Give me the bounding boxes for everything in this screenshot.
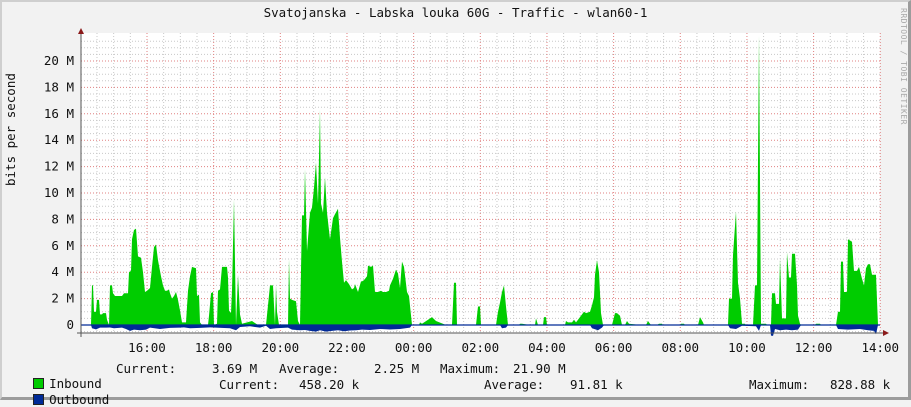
x-tick-label: 08:00 [661,340,699,355]
inbound-average-value: 2.25 M [374,361,420,376]
y-tick-label: 0 [66,317,74,332]
outbound-current-value: 458.20 k [299,377,360,392]
x-tick-label: 04:00 [528,340,566,355]
outbound-average-label: Average: [484,377,545,392]
x-tick-label: 20:00 [261,340,299,355]
legend-inbound: Inbound [18,361,102,391]
x-tick-label: 16:00 [128,340,166,355]
y-axis-arrow-icon [78,28,84,34]
x-tick-label: 10:00 [728,340,766,355]
legend-outbound: Outbound [18,377,109,407]
inbound-average-label: Average: [279,361,340,376]
x-tick-label: 22:00 [328,340,366,355]
outbound-maximum-value: 828.88 k [830,377,891,392]
x-tick-label: 00:00 [395,340,433,355]
y-tick-label: 10 M [44,185,74,200]
rrdtool-watermark: RRDTOOL / TOBI OETIKER [899,8,908,125]
y-tick-label: 16 M [44,106,74,121]
y-tick-label: 12 M [44,159,74,174]
inbound-maximum-value: 21.90 M [513,361,566,376]
axes [77,28,889,337]
y-tick-label: 14 M [44,132,74,147]
y-tick-label: 18 M [44,79,74,94]
outbound-area [81,324,880,336]
y-tick-label: 4 M [51,264,74,279]
y-tick-label: 8 M [51,211,74,226]
inbound-label: Inbound [49,376,102,391]
x-tick-labels: 16:00 18:00 20:00 22:00 00:00 02:00 04:00 06:00… [128,340,899,355]
inbound-swatch [33,378,45,389]
inbound-current-label: Current: [116,361,177,376]
y-tick-label: 20 M [44,53,74,68]
x-tick-label: 14:00 [861,340,899,355]
x-tick-label: 02:00 [461,340,499,355]
outbound-average-value: 91.81 k [570,377,623,392]
y-tick-label: 6 M [51,238,74,253]
x-axis-arrow-icon [883,330,889,336]
chart-title: Svatojanska - Labska louka 60G - Traffic… [263,5,648,20]
outbound-maximum-label: Maximum: [749,377,810,392]
inbound-current-value: 3.69 M [212,361,258,376]
x-tick-label: 06:00 [595,340,633,355]
x-tick-label: 12:00 [795,340,833,355]
outbound-current-label: Current: [219,377,280,392]
y-tick-label: 2 M [51,291,74,306]
inbound-area [91,35,878,326]
inbound-maximum-label: Maximum: [440,361,501,376]
y-tick-labels: 0 2 M 4 M 6 M 8 M 10 M 12 M 14 M 16 M 18 M 20 M [44,53,74,332]
x-tick-label: 18:00 [195,340,233,355]
